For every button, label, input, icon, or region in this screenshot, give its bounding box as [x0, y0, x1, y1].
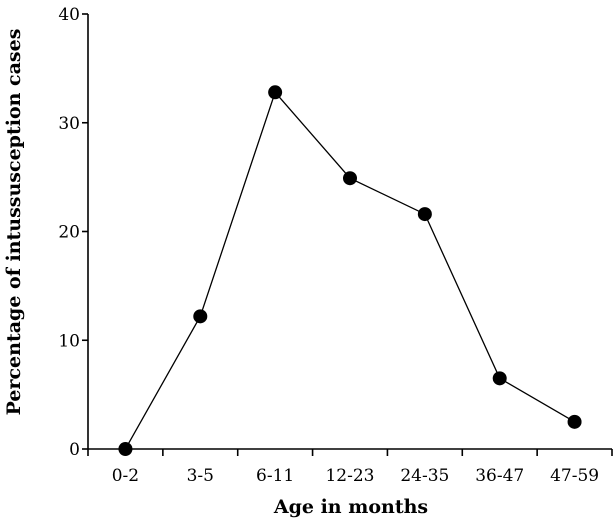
y-tick-label: 10 [58, 331, 80, 351]
y-axis-ticks: 0 10 20 30 40 [58, 5, 88, 460]
x-tick-label: 3-5 [187, 466, 214, 486]
x-tick-label: 47-59 [550, 466, 599, 486]
data-point [118, 442, 133, 456]
data-point [343, 171, 357, 186]
data-point [567, 414, 582, 429]
data-series [118, 85, 582, 456]
y-tick-label: 30 [58, 114, 80, 134]
y-tick-label: 0 [69, 440, 80, 460]
series-line [124, 91, 575, 450]
axes [87, 14, 612, 450]
y-tick-label: 20 [58, 223, 80, 243]
data-point [193, 309, 208, 324]
y-tick-label: 40 [58, 5, 80, 25]
x-axis-title: Age in months [273, 496, 428, 518]
x-tick-label: 0-2 [112, 466, 139, 486]
x-tick-label: 6-11 [256, 466, 294, 486]
data-point [492, 371, 507, 386]
x-axis-ticks: 0-2 3-5 6-11 12-23 24-35 36-47 47-59 [87, 449, 613, 486]
x-tick-label: 36-47 [475, 466, 524, 486]
y-axis-title: Percentage of intussusception cases [3, 29, 25, 416]
x-tick-label: 12-23 [325, 466, 374, 486]
data-point [417, 207, 432, 222]
data-point [268, 85, 283, 100]
x-tick-label: 24-35 [400, 466, 449, 486]
